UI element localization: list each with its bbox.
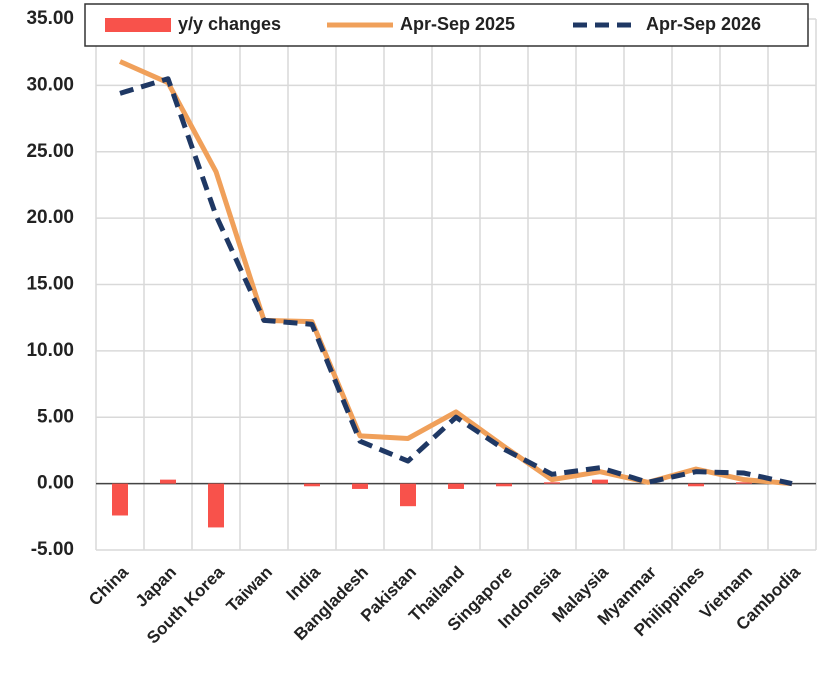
y-tick-label: 0.00 [37, 473, 74, 494]
legend-label: y/y changes [178, 14, 281, 34]
legend-label: Apr-Sep 2026 [646, 14, 761, 34]
y-tick-label: 15.00 [26, 274, 74, 295]
bar [448, 483, 464, 489]
legend-label: Apr-Sep 2025 [400, 14, 515, 34]
y-tick-label: 35.00 [26, 8, 74, 29]
bar [112, 483, 128, 516]
x-tick-label: India [283, 562, 325, 604]
bar [160, 479, 176, 484]
bar [304, 483, 320, 487]
y-tick-label: -5.00 [31, 539, 74, 560]
bar [208, 483, 224, 528]
bar [496, 483, 512, 487]
bar [592, 479, 608, 484]
line [119, 76, 793, 487]
legend-swatch [105, 18, 171, 32]
x-tick-label: China [85, 562, 132, 609]
bar [544, 482, 560, 484]
y-tick-label: 10.00 [26, 340, 74, 361]
bar [352, 483, 368, 489]
y-tick-label: 30.00 [26, 74, 74, 95]
y-tick-label: 20.00 [26, 207, 74, 228]
bar [736, 482, 752, 484]
bar [400, 483, 416, 507]
legend-box [84, 3, 809, 47]
y-tick-label: 25.00 [26, 141, 74, 162]
bar [688, 483, 704, 487]
y-tick-label: 5.00 [37, 406, 74, 427]
x-tick-label: Taiwan [223, 563, 276, 616]
